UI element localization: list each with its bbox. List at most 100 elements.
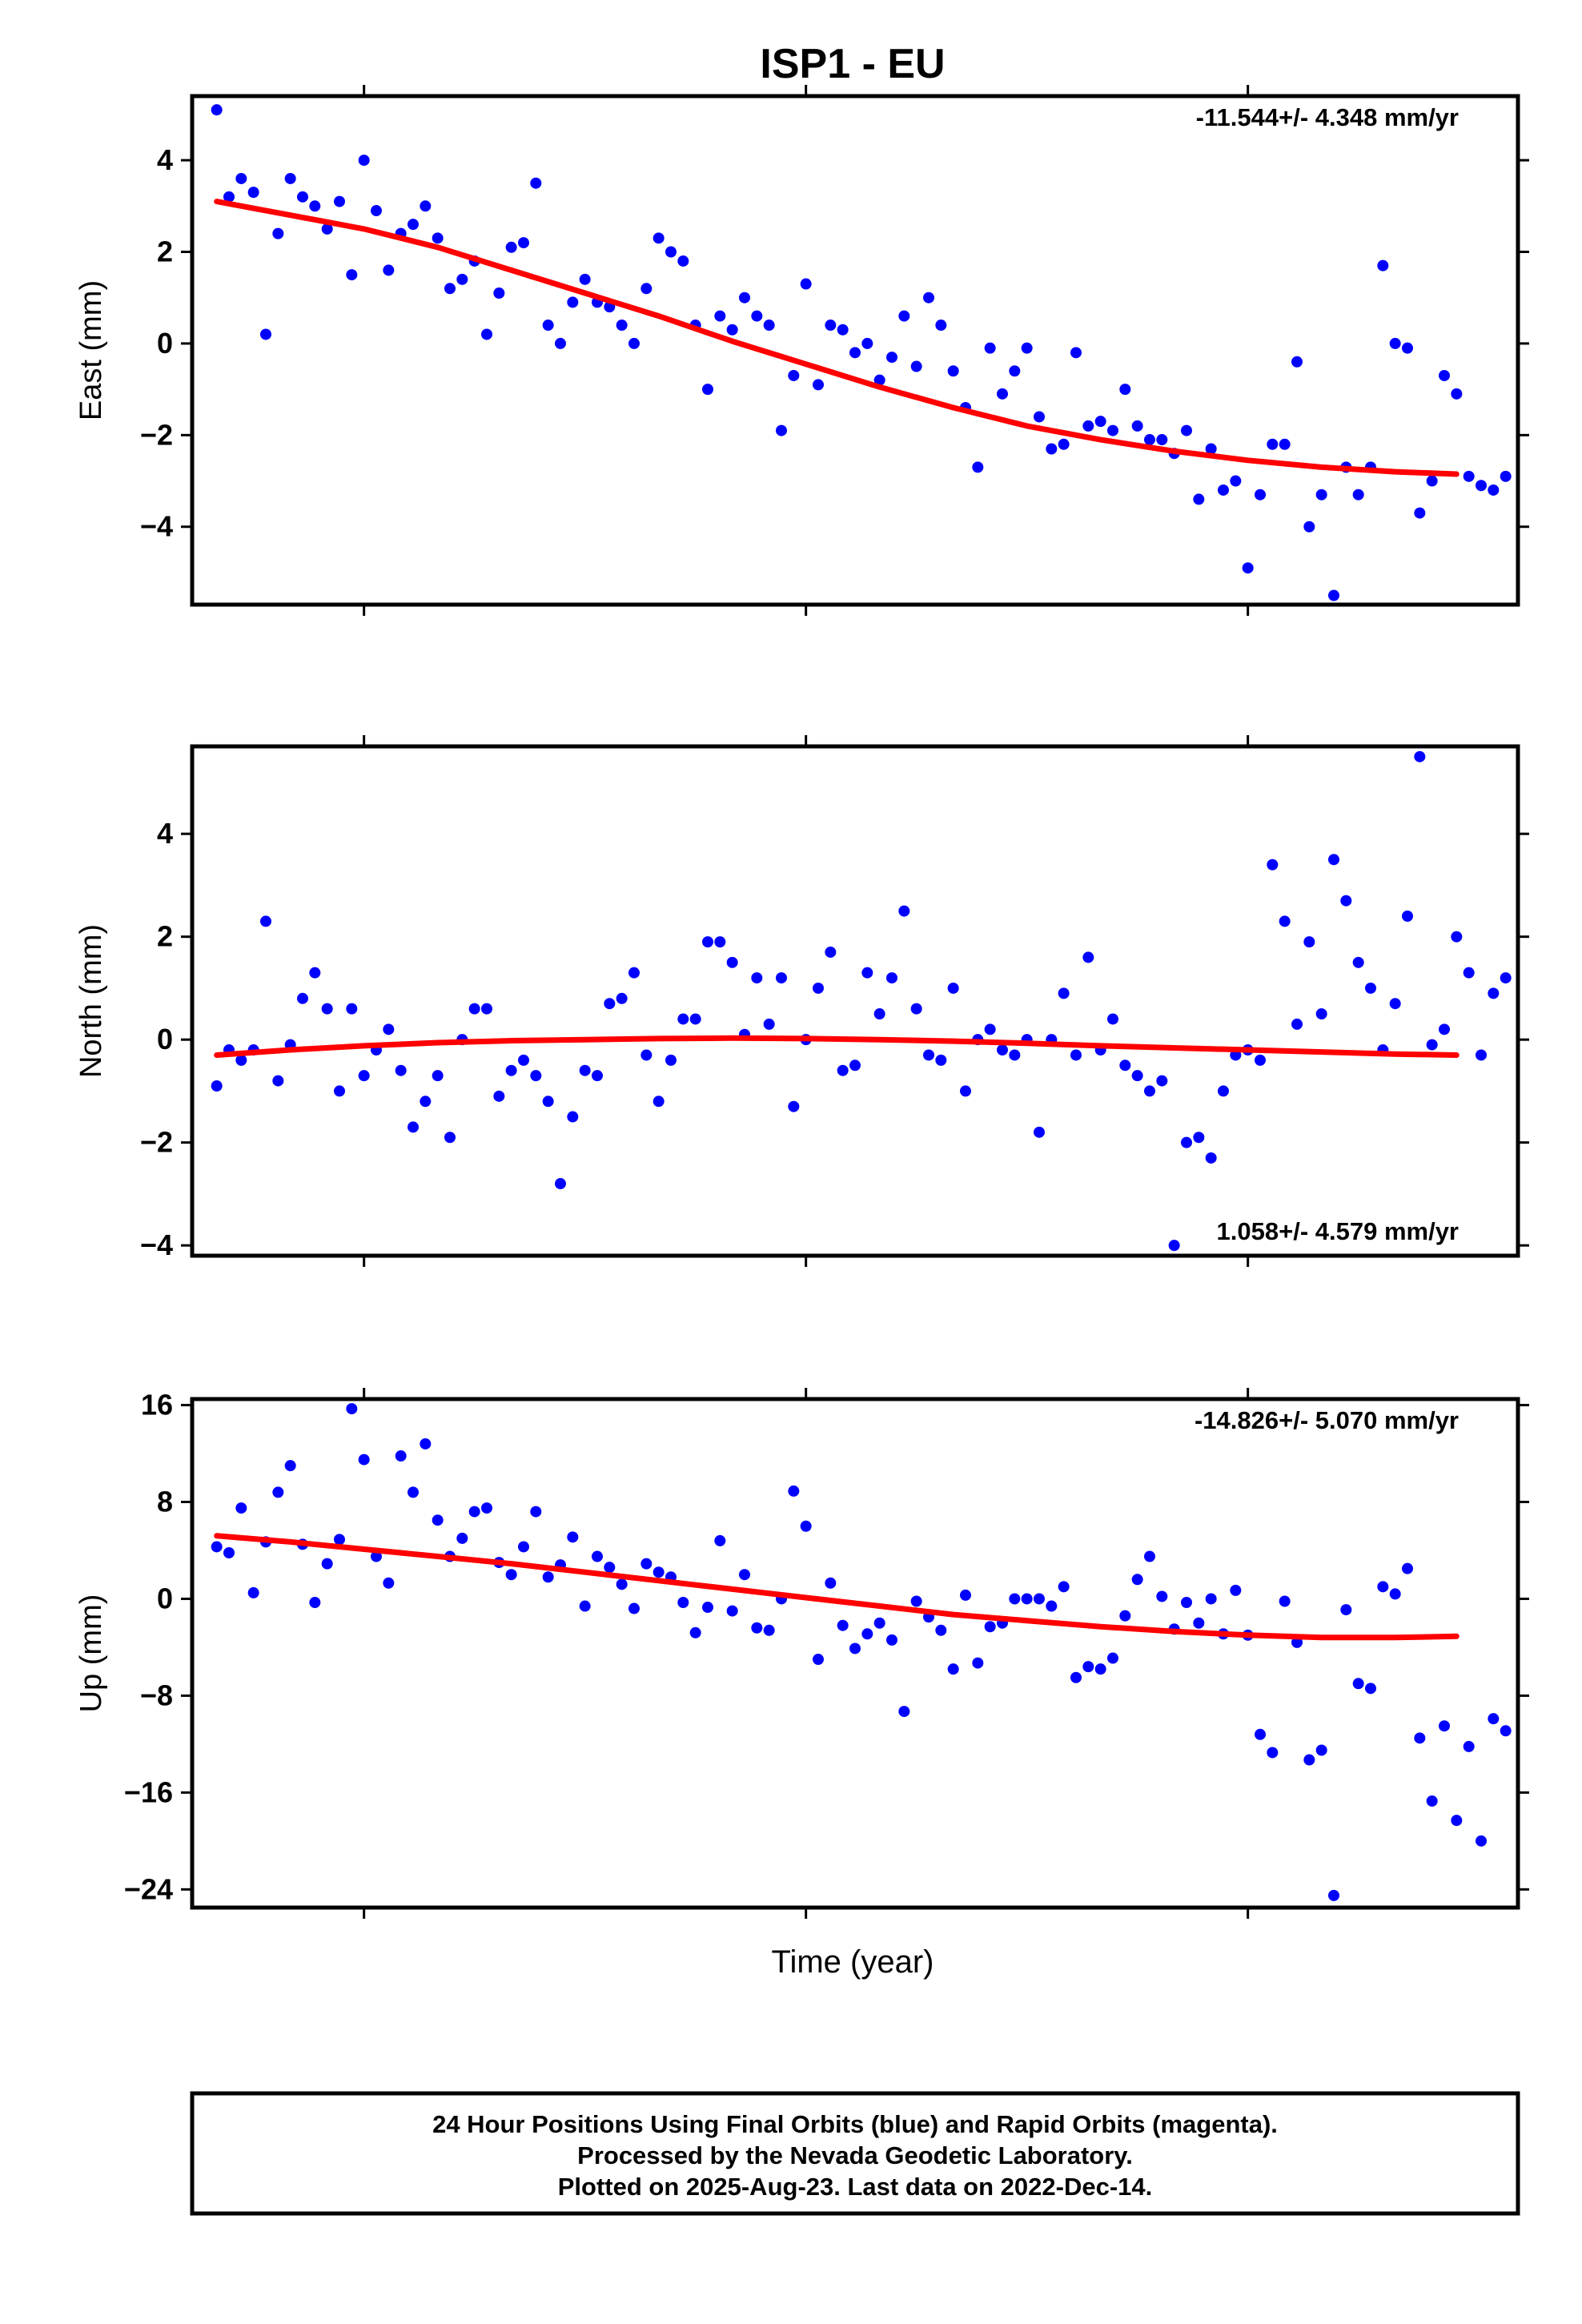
east-data-point <box>972 461 984 473</box>
up-ytick-label: −16 <box>124 1775 173 1808</box>
north-data-point <box>910 1003 922 1015</box>
north-data-point <box>383 1023 395 1035</box>
east-data-point <box>567 296 579 308</box>
up-data-point <box>247 1586 259 1598</box>
north-data-point <box>395 1064 407 1076</box>
east-data-point <box>997 388 1008 400</box>
up-data-point <box>714 1534 726 1546</box>
east-data-point <box>763 320 775 332</box>
north-ytick-label: −4 <box>140 1228 173 1261</box>
east-data-point <box>284 172 296 184</box>
up-data-point <box>334 1534 345 1546</box>
up-data-point <box>1463 1740 1475 1752</box>
north-data-point <box>1267 858 1279 870</box>
north-data-point <box>1352 956 1364 968</box>
north-data-point <box>468 1003 480 1015</box>
east-data-point <box>383 264 395 276</box>
north-data-point <box>1488 987 1500 999</box>
footer-line-3: Plotted on 2025-Aug-23. Last data on 202… <box>558 2173 1153 2201</box>
north-data-point <box>861 967 873 979</box>
north-data-point <box>640 1049 652 1061</box>
footer-frame <box>190 2091 1520 2216</box>
north-data-point <box>567 1111 579 1123</box>
east-data-point <box>1131 420 1143 432</box>
east-ytick-label: 0 <box>157 327 173 360</box>
up-data-point <box>432 1514 444 1526</box>
east-data-point <box>309 200 321 212</box>
up-data-point <box>1094 1663 1106 1675</box>
up-data-point <box>849 1642 861 1655</box>
up-data-point <box>505 1569 517 1581</box>
up-panel: 16 8 0 −8 −16 −24 -14.826+/- 5.070 mm/yr Up (mm… <box>74 1388 1529 1919</box>
north-data-point <box>592 1070 603 1082</box>
east-data-point <box>665 246 677 258</box>
east-data-point <box>739 292 750 304</box>
north-data-point <box>1082 951 1094 963</box>
east-data-point <box>1205 443 1217 455</box>
up-data-point <box>1365 1683 1376 1695</box>
north-data-point <box>444 1132 456 1144</box>
east-data-point <box>260 328 271 340</box>
north-data-point <box>947 982 959 994</box>
east-data-point <box>444 283 456 295</box>
north-data-point <box>1303 936 1315 948</box>
up-ytick-label: −8 <box>140 1679 173 1711</box>
north-data-point <box>1328 854 1339 866</box>
up-data-point <box>1439 1720 1450 1732</box>
east-data-point <box>371 205 382 217</box>
east-data-point <box>861 337 873 349</box>
north-data-point <box>1426 1039 1438 1051</box>
east-data-point <box>408 219 419 231</box>
up-data-point <box>1377 1581 1389 1593</box>
east-data-point <box>1193 493 1205 505</box>
north-data-point <box>628 967 640 979</box>
east-data-point <box>247 187 259 199</box>
up-data-point <box>1426 1795 1438 1807</box>
up-data-point <box>910 1595 922 1607</box>
up-data-point <box>371 1550 382 1562</box>
north-data-point <box>1414 750 1426 762</box>
north-data-point <box>702 936 713 948</box>
up-data-point <box>1058 1581 1070 1593</box>
north-data-point <box>321 1003 333 1015</box>
up-data-point <box>604 1562 616 1574</box>
east-data-point <box>1377 259 1389 271</box>
east-frame <box>190 94 1520 607</box>
north-data-point <box>984 1023 996 1035</box>
up-data-point <box>739 1569 750 1581</box>
up-data-point <box>1451 1815 1463 1827</box>
up-ytick-label: −24 <box>124 1872 173 1905</box>
north-rate-label: 1.058+/- 4.579 mm/yr <box>1217 1217 1459 1245</box>
east-data-point <box>1255 489 1266 501</box>
east-data-point <box>1181 424 1192 436</box>
east-data-point <box>947 365 959 377</box>
north-data-point <box>493 1090 505 1102</box>
east-data-point <box>1328 589 1339 601</box>
up-data-point <box>702 1602 713 1614</box>
footer-line-1: 24 Hour Positions Using Final Orbits (bl… <box>432 2110 1278 2138</box>
up-data-point <box>567 1531 579 1543</box>
east-data-point <box>235 172 247 184</box>
up-data-point <box>321 1558 333 1570</box>
east-data-point <box>579 273 591 285</box>
up-data-point <box>223 1547 235 1559</box>
north-data-point <box>1193 1132 1205 1144</box>
east-ytick-label: −2 <box>140 418 173 451</box>
north-data-point <box>1058 987 1070 999</box>
east-data-point <box>1463 470 1475 482</box>
up-data-point <box>1328 1889 1339 1901</box>
east-data-point <box>1034 411 1045 423</box>
up-data-point <box>640 1558 652 1570</box>
north-data-point <box>1070 1049 1082 1061</box>
north-data-point <box>555 1178 566 1190</box>
east-data-point <box>1451 388 1463 400</box>
up-data-point <box>579 1600 591 1612</box>
north-data-point <box>1291 1018 1303 1030</box>
up-data-point <box>800 1520 812 1532</box>
east-rate-label: -11.544+/- 4.348 mm/yr <box>1196 103 1459 131</box>
east-data-point <box>334 195 345 207</box>
up-data-point <box>420 1437 432 1449</box>
east-data-point <box>776 424 787 436</box>
north-data-point <box>358 1070 370 1082</box>
east-data-point <box>1107 424 1118 436</box>
